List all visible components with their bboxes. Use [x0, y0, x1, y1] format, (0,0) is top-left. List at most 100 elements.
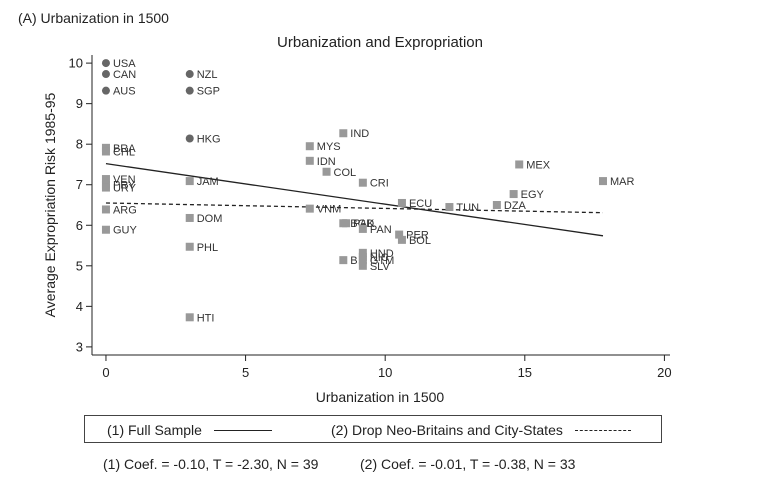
legend-swatch-solid: [213, 429, 272, 431]
legend-label-drop-neo-britains: (2) Drop Neo-Britains and City-States: [331, 422, 563, 438]
data-point-square: [598, 177, 607, 186]
x-axis-title: Urbanization in 1500: [316, 389, 445, 405]
data-point-label: NIC: [370, 252, 389, 264]
x-tick-label: 10: [378, 365, 392, 380]
y-tick-label: 3: [76, 339, 83, 354]
legend-swatch-dashed: [574, 429, 631, 431]
data-point-square: [322, 167, 331, 176]
data-point-label: COL: [334, 167, 357, 179]
data-point-circle: [185, 134, 194, 143]
data-point-label: MAR: [610, 176, 635, 188]
data-point-square: [397, 235, 406, 244]
y-tick-label: 4: [76, 299, 83, 314]
data-point-label: PRY: [113, 180, 136, 192]
data-point-square: [185, 213, 194, 222]
data-point-square: [342, 219, 351, 228]
data-point-label: USA: [113, 58, 136, 70]
data-point-label: ARG: [113, 204, 137, 216]
data-point-label: IND: [350, 128, 369, 140]
data-point-label: TUN: [456, 202, 479, 214]
data-point-square: [358, 261, 367, 270]
data-point-label: HTI: [197, 312, 215, 324]
legend: (1) Full Sample (2) Drop Neo-Britains an…: [84, 415, 662, 443]
data-point-label: HKG: [197, 134, 221, 146]
data-point-label: PER: [406, 230, 429, 242]
data-point-circle: [185, 86, 194, 95]
data-point-label: DZA: [504, 200, 527, 212]
data-point-label: CAN: [113, 69, 136, 81]
legend-label-full-sample: (1) Full Sample: [107, 422, 202, 438]
data-point-square: [185, 177, 194, 186]
x-tick-label: 15: [518, 365, 532, 380]
data-point-square: [339, 256, 348, 265]
fit-line-solid: [105, 163, 604, 237]
y-tick-label: 5: [76, 258, 83, 273]
data-point-square: [185, 242, 194, 251]
data-point-label: PAN: [370, 224, 392, 236]
data-point-label: MYS: [317, 141, 341, 153]
data-point-square: [397, 198, 406, 207]
data-point-label: VEN: [113, 174, 136, 186]
data-point-label: CHL: [113, 146, 135, 158]
y-tick-label: 6: [76, 218, 83, 233]
data-point-circle: [185, 70, 194, 79]
legend-item-drop-neo-britains: (2) Drop Neo-Britains and City-States: [331, 422, 631, 438]
data-point-label: HND: [370, 248, 394, 260]
fit-line-dashed: [105, 202, 603, 214]
data-point-label: JAM: [197, 176, 219, 188]
data-point-square: [305, 156, 314, 165]
data-point-square: [358, 256, 367, 265]
data-point-square: [445, 203, 454, 212]
fit-lines: [105, 163, 604, 237]
x-tick-label: 20: [657, 365, 671, 380]
data-point-square: [101, 183, 110, 192]
y-tick-label: 9: [76, 96, 83, 111]
data-point-label: PAK: [353, 218, 375, 230]
data-point-square: [509, 190, 518, 199]
data-point-label: MEX: [526, 159, 551, 171]
data-point-label: BOL: [409, 235, 431, 247]
data-point-square: [358, 178, 367, 187]
axes: 3 4 5 6 7 8 9 10 0 5 10 15 20: [69, 55, 672, 380]
y-tick-label: 10: [69, 56, 83, 71]
panel-label: (A) Urbanization in 1500: [18, 10, 169, 26]
data-point-square: [492, 201, 501, 209]
data-point-circle: [101, 86, 110, 95]
regression-note-dropped: (2) Coef. = -0.01, T = -0.38, N = 33: [360, 456, 576, 472]
data-point-circle: [101, 59, 110, 68]
data-point-label: AUS: [113, 86, 136, 98]
data-point-label: SGP: [197, 86, 220, 98]
data-point-label: GTM: [370, 255, 394, 267]
y-tick-label: 8: [76, 137, 83, 152]
x-tick-label: 0: [102, 365, 109, 380]
x-tick-label: 5: [242, 365, 249, 380]
data-point-square: [101, 225, 110, 234]
data-point-label: PHL: [197, 242, 218, 254]
data-point-circle: [101, 70, 110, 79]
scatter-chart: Urbanization and Expropriation 3 4 5 6 7 8 9 10…: [42, 34, 672, 405]
data-point-square: [358, 248, 367, 257]
data-point-square: [101, 147, 110, 156]
data-point-label: IDN: [317, 156, 336, 168]
data-point-label: EGY: [521, 189, 545, 201]
data-point-square: [101, 175, 110, 184]
data-point-square: [339, 129, 348, 138]
data-point-label: VNM: [317, 204, 341, 216]
data-point-square: [305, 204, 314, 213]
data-point-label: CRI: [370, 178, 389, 190]
data-point-label: BGD: [350, 218, 374, 230]
legend-item-full-sample: (1) Full Sample: [107, 422, 272, 438]
data-point-square: [305, 142, 314, 151]
data-point-label: BRA: [113, 143, 136, 155]
data-point-square: [395, 230, 404, 239]
data-point-label: NZL: [197, 69, 218, 81]
y-tick-label: 7: [76, 177, 83, 192]
data-point-square: [515, 160, 524, 169]
data-point-label: GUY: [113, 225, 138, 237]
y-axis-title: Average Expropriation Risk 1985-95: [42, 92, 58, 317]
data-point-label: URY: [113, 183, 137, 195]
data-point-square: [358, 224, 367, 233]
data-point-label: B: [350, 255, 357, 267]
chart-title: Urbanization and Expropriation: [277, 34, 483, 51]
